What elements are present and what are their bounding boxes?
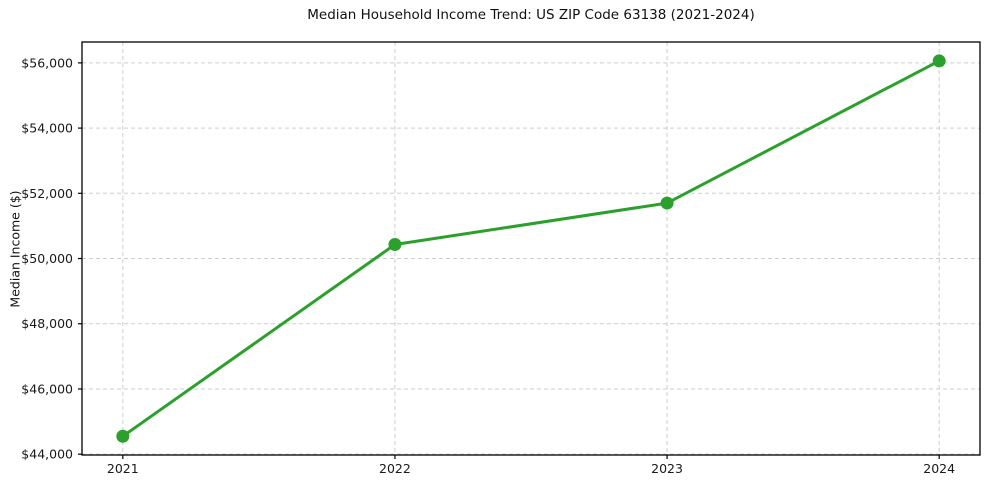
x-tick-label: 2024: [923, 461, 955, 476]
x-tick-label: 2021: [107, 461, 139, 476]
x-tick-label: 2023: [651, 461, 683, 476]
axes-box: [81, 41, 981, 456]
data-point-marker: [660, 196, 674, 210]
y-tick-label: $44,000: [21, 447, 73, 462]
data-point-marker: [116, 429, 130, 443]
data-point-marker: [932, 54, 946, 68]
data-point-marker: [388, 238, 402, 252]
y-tick-label: $56,000: [21, 55, 73, 70]
y-tick-label: $50,000: [21, 251, 73, 266]
y-tick-label: $48,000: [21, 316, 73, 331]
x-tick-label: 2022: [379, 461, 411, 476]
y-tick-label: $54,000: [21, 121, 73, 136]
chart-title: Median Household Income Trend: US ZIP Co…: [307, 7, 755, 23]
data-line: [121, 59, 941, 438]
y-tick-label: $52,000: [21, 186, 73, 201]
y-tick-label: $46,000: [21, 381, 73, 396]
